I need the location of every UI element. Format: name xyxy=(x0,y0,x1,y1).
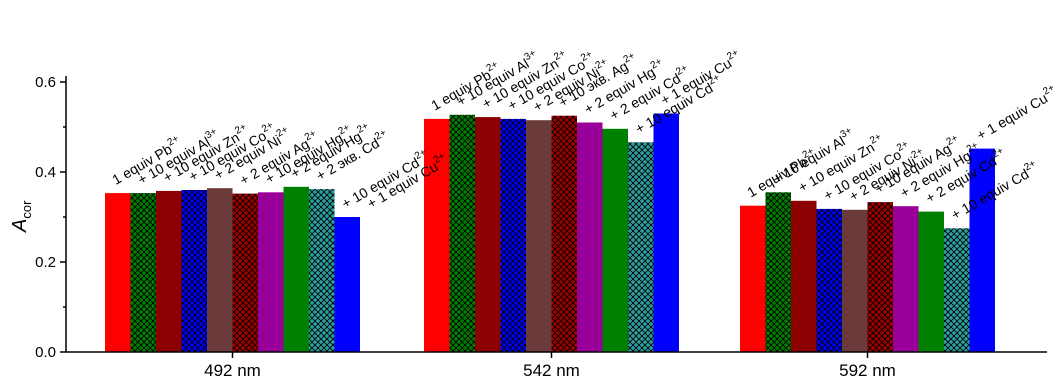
bar xyxy=(740,205,766,352)
bar xyxy=(334,217,360,352)
category-label: 542 nm xyxy=(523,361,580,380)
bar xyxy=(207,188,233,352)
bar xyxy=(765,192,791,353)
bar xyxy=(500,118,526,353)
bar xyxy=(424,118,450,353)
bar xyxy=(130,193,156,352)
bar xyxy=(816,208,842,352)
y-tick-label: 0.2 xyxy=(35,254,56,271)
bar xyxy=(628,142,654,352)
bar xyxy=(867,202,893,352)
bar xyxy=(893,206,919,352)
bar xyxy=(475,117,501,352)
category-label: 492 nm xyxy=(204,361,261,380)
y-tick-label: 0.6 xyxy=(35,74,56,91)
axis-layer: 0.0 0.2 0.4 0.6 492 nm 542 nm 592 nm xyxy=(35,74,1047,380)
bar xyxy=(449,114,475,352)
y-axis-label-sub: cor xyxy=(19,200,34,219)
y-tick-label: 0.4 xyxy=(35,164,56,181)
bar xyxy=(791,200,817,352)
bar xyxy=(653,113,679,352)
bar xyxy=(526,120,552,352)
bar xyxy=(283,186,309,352)
bar xyxy=(602,128,628,352)
bar xyxy=(258,192,284,353)
bar xyxy=(181,190,207,352)
bar xyxy=(577,122,603,352)
bar xyxy=(105,193,131,352)
bar xyxy=(944,228,970,353)
y-tick-label: 0.0 xyxy=(35,344,56,361)
bar xyxy=(918,211,944,352)
bar-label: + 1 equiv Cu2+ xyxy=(973,82,1060,143)
y-axis-label-main: A xyxy=(9,219,31,233)
bars-layer xyxy=(105,113,995,353)
bar xyxy=(969,148,995,352)
bar xyxy=(551,115,577,352)
bar xyxy=(156,190,182,352)
y-axis-label: Acor xyxy=(9,200,34,233)
bar xyxy=(232,193,258,352)
category-label: 592 nm xyxy=(839,361,896,380)
bar xyxy=(842,209,868,352)
bar xyxy=(309,189,335,352)
